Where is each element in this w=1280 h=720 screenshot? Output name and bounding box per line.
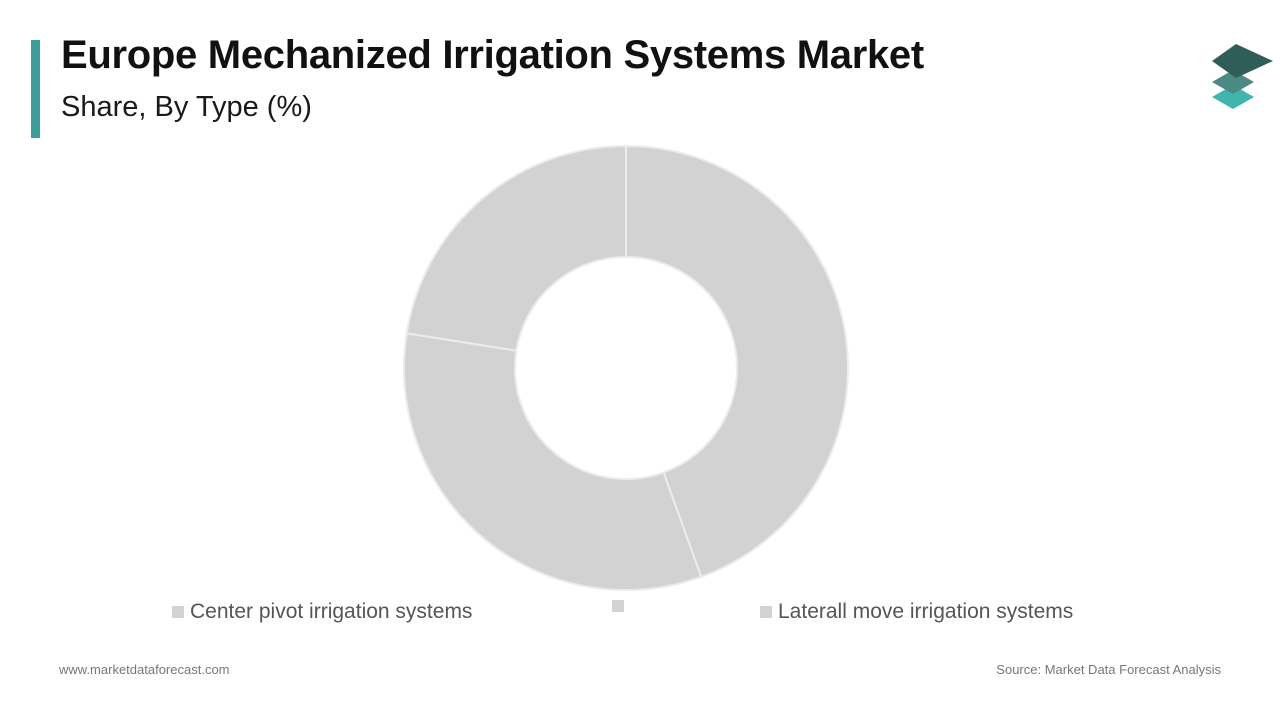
chart-legend: Center pivot irrigation systems Laterall … <box>0 600 1280 628</box>
page-title: Europe Mechanized Irrigation Systems Mar… <box>61 33 924 77</box>
website-url: www.marketdataforecast.com <box>59 662 230 677</box>
legend-item-2: Laterall move irrigation systems <box>760 600 1073 624</box>
legend-label-2: Laterall move irrigation systems <box>778 600 1074 623</box>
donut-slice-2 <box>405 144 627 352</box>
legend-swatch-0 <box>172 606 184 618</box>
logo-layer-middle <box>1212 70 1254 94</box>
legend-item-0: Center pivot irrigation systems <box>172 600 472 624</box>
legend-label-0: Center pivot irrigation systems <box>190 600 473 623</box>
stacked-layers-icon <box>1212 44 1273 109</box>
donut-chart <box>403 144 849 591</box>
donut-slice-0 <box>625 144 849 579</box>
logo-layer-top <box>1212 44 1273 78</box>
logo-layer-bottom <box>1212 85 1254 109</box>
title-accent-bar <box>31 40 40 138</box>
legend-swatch-1 <box>612 600 624 612</box>
legend-item-1 <box>612 600 630 612</box>
legend-swatch-2 <box>760 606 772 618</box>
page-subtitle: Share, By Type (%) <box>61 91 312 123</box>
donut-slice-1 <box>403 332 703 591</box>
source-note: Source: Market Data Forecast Analysis <box>996 662 1221 677</box>
